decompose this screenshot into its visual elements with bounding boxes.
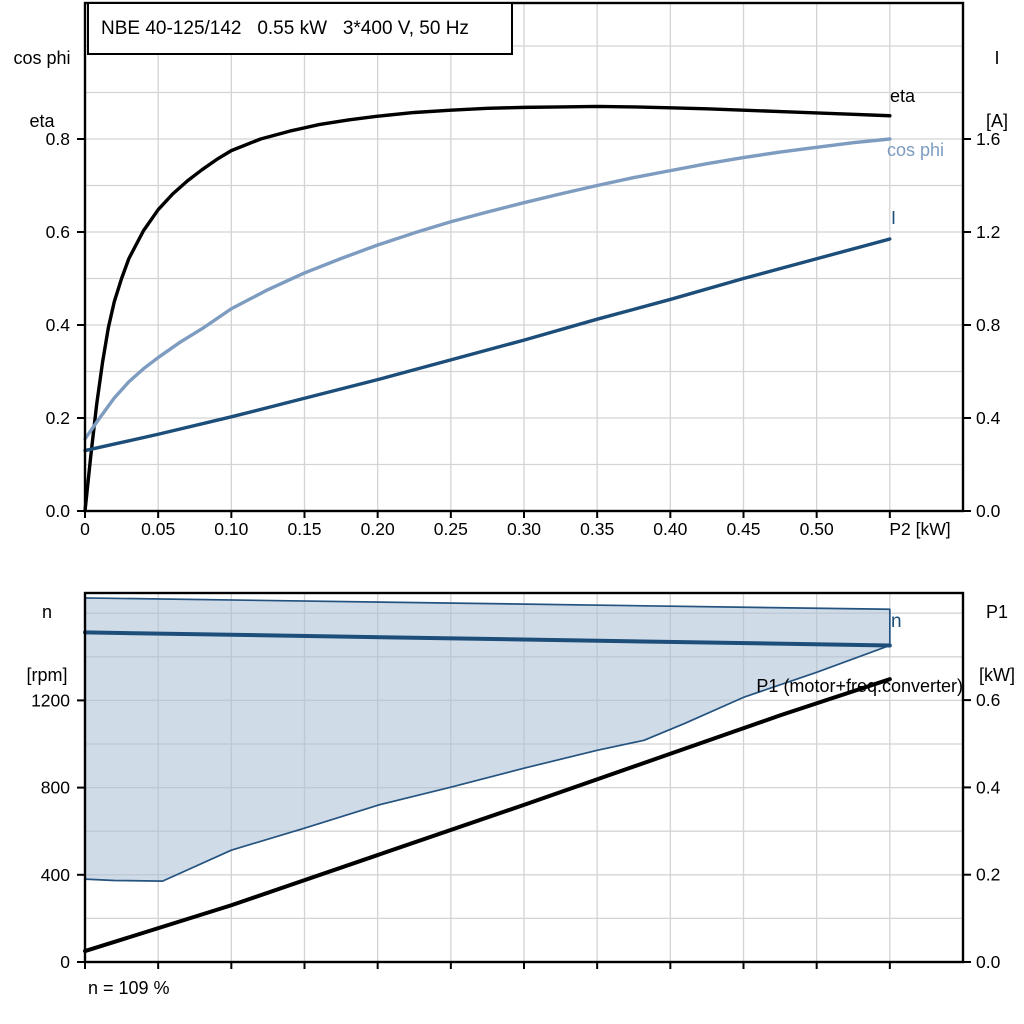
bottom-left-axis-title: n [rpm]: [12, 560, 82, 707]
svg-text:0.4: 0.4: [976, 777, 1001, 797]
svg-text:P2 [kW]: P2 [kW]: [889, 519, 950, 539]
axis-title-eta: eta: [29, 111, 55, 131]
svg-text:0.8: 0.8: [976, 315, 1000, 335]
svg-text:0.20: 0.20: [361, 519, 395, 539]
svg-text:0: 0: [80, 519, 90, 539]
axis-title-speed-unit: [rpm]: [26, 665, 68, 685]
svg-text:0.4: 0.4: [46, 315, 71, 335]
svg-text:0.6: 0.6: [976, 690, 1000, 710]
chart-title-box: NBE 40-125/142 0.55 kW 3*400 V, 50 Hz: [87, 2, 513, 55]
svg-text:0.40: 0.40: [653, 519, 687, 539]
svg-text:0.6: 0.6: [46, 222, 70, 242]
svg-text:0.15: 0.15: [287, 519, 321, 539]
axis-title-current-unit: [A]: [985, 111, 1008, 131]
svg-text:400: 400: [41, 865, 70, 885]
p1-curve-label: P1 (motor+freq.converter): [756, 676, 963, 696]
svg-text:1200: 1200: [31, 690, 70, 710]
svg-text:0.05: 0.05: [141, 519, 175, 539]
svg-text:0.25: 0.25: [434, 519, 468, 539]
top-left-axis-title: cos phi eta: [2, 6, 82, 153]
cos-phi-curve-label: cos phi: [887, 140, 945, 160]
speed-percent-annotation: n = 109 %: [88, 978, 170, 998]
svg-text:0.2: 0.2: [46, 408, 70, 428]
svg-text:1.2: 1.2: [976, 222, 1000, 242]
svg-text:0.0: 0.0: [46, 501, 71, 521]
speed-curve-label: n: [891, 611, 902, 632]
svg-text:0.30: 0.30: [507, 519, 541, 539]
bottom-right-axis-title: P1 [kW]: [970, 560, 1024, 707]
svg-text:0.4: 0.4: [976, 408, 1001, 428]
svg-text:0.50: 0.50: [800, 519, 834, 539]
svg-text:0.35: 0.35: [580, 519, 614, 539]
svg-text:800: 800: [41, 778, 70, 798]
axis-title-p1: P1: [985, 602, 1009, 622]
axis-title-current: I: [994, 48, 1000, 68]
axis-title-speed: n: [41, 602, 52, 622]
eta-curve-label: eta: [890, 86, 916, 106]
svg-text:0.0: 0.0: [976, 501, 1001, 521]
svg-text:0.2: 0.2: [976, 865, 1000, 885]
top-right-axis-title: I [A]: [972, 6, 1022, 153]
chart-title: NBE 40-125/142 0.55 kW 3*400 V, 50 Hz: [101, 17, 469, 39]
current-curve-label: I: [891, 208, 897, 228]
svg-text:0.10: 0.10: [214, 519, 248, 539]
svg-text:0.0: 0.0: [976, 952, 1001, 972]
axis-title-p1-unit: [kW]: [979, 665, 1015, 685]
svg-text:0.45: 0.45: [726, 519, 760, 539]
svg-text:1.6: 1.6: [976, 129, 1000, 149]
svg-text:0: 0: [60, 952, 70, 972]
svg-text:0.8: 0.8: [46, 129, 70, 149]
axis-title-cos-phi: cos phi: [13, 48, 71, 68]
